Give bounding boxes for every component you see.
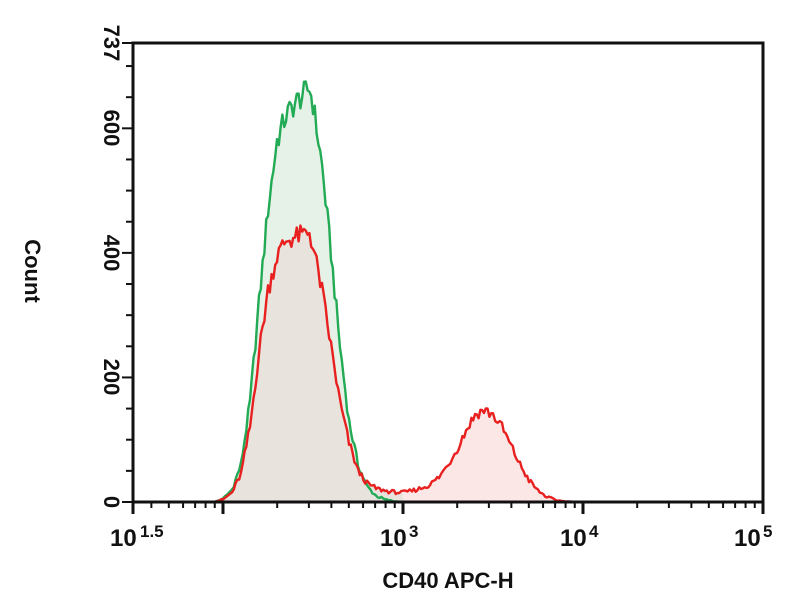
x-tick-label-10-1.5: 10 1.5 <box>110 522 164 552</box>
y-tick-label-0: 0 <box>99 496 124 508</box>
y-axis-title: Count <box>20 239 45 303</box>
series-line-red <box>213 224 584 504</box>
svg-text:4: 4 <box>589 522 599 541</box>
y-tick-label-200: 200 <box>99 359 124 396</box>
y-axis-ticks <box>122 42 133 503</box>
y-tick-label-600: 600 <box>99 110 124 147</box>
svg-text:10: 10 <box>110 525 137 552</box>
series-line-green <box>213 80 404 504</box>
x-tick-label-10-4: 10 4 <box>560 522 599 552</box>
plot-area <box>133 43 763 502</box>
series-fills <box>214 81 583 502</box>
svg-text:10: 10 <box>380 525 407 552</box>
svg-text:3: 3 <box>409 522 418 541</box>
svg-text:5: 5 <box>763 522 772 541</box>
plot-frame <box>131 41 765 504</box>
x-tick-label-10-5: 10 5 <box>734 522 772 552</box>
svg-text:10: 10 <box>560 525 587 552</box>
svg-text:10: 10 <box>734 525 761 552</box>
svg-text:1.5: 1.5 <box>140 522 164 541</box>
series-lines <box>213 80 584 504</box>
y-tick-label-737: 737 <box>99 25 124 62</box>
y-tick-label-400: 400 <box>99 235 124 272</box>
x-axis-ticks <box>131 502 765 514</box>
overlap-fill <box>214 225 403 502</box>
x-axis-title: CD40 APC-H <box>382 568 513 593</box>
x-tick-label-10-3: 10 3 <box>380 522 418 552</box>
